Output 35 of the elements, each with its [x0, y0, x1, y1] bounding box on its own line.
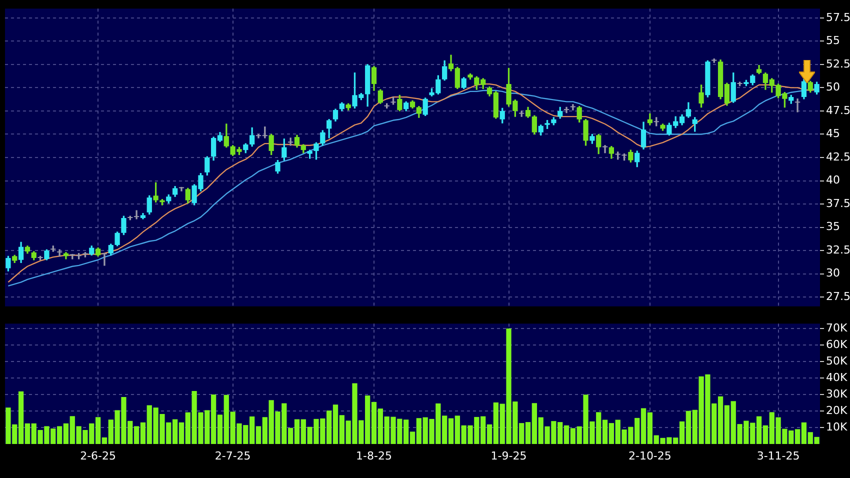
y-tick-label: 40	[826, 174, 840, 187]
y-tick-label: 52.5	[826, 57, 850, 70]
y-tick-label: 30	[826, 266, 840, 280]
candlestick	[564, 106, 570, 114]
y-tick-label: 32.5	[826, 243, 850, 256]
y-tick-label: 50K	[826, 354, 848, 368]
y-tick-label: 45	[826, 127, 840, 140]
y-tick-label: 50	[826, 80, 840, 94]
x-tick-label: 2-7-25	[214, 449, 251, 462]
candlestick	[794, 98, 800, 112]
y-tick-label: 42.5	[826, 150, 850, 164]
y-tick-label: 37.5	[826, 196, 850, 210]
candlestick	[570, 104, 576, 110]
x-tick-label: 1-8-25	[356, 449, 392, 462]
x-tick-label: 3-11-25	[756, 449, 800, 462]
candlestick	[602, 145, 608, 154]
y-tick-label: 55	[826, 34, 840, 48]
y-tick-label: 57.5	[826, 10, 850, 24]
candlestick	[56, 249, 62, 256]
x-tick-label: 2-6-25	[80, 449, 116, 462]
candlestick	[178, 186, 184, 192]
y-tick-label: 47.5	[826, 104, 850, 117]
y-tick-label: 70K	[826, 321, 848, 334]
candlestick	[288, 138, 294, 146]
y-tick-label: 60K	[826, 338, 848, 351]
y-tick-label: 30K	[826, 387, 848, 400]
y-tick-label: 40K	[826, 370, 848, 384]
x-tick-label: 1-9-25	[490, 449, 527, 462]
x-tick-label: 2-10-25	[628, 449, 672, 462]
y-tick-label: 10K	[826, 420, 848, 434]
y-tick-label: 27.5	[826, 290, 850, 303]
y-tick-label: 20K	[826, 404, 848, 417]
y-tick-label: 35	[826, 220, 840, 234]
candlestick	[134, 210, 140, 220]
candlestick	[102, 253, 108, 266]
